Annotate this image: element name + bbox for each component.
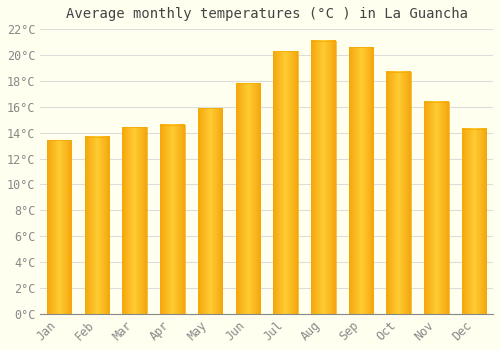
Bar	[84, 136, 109, 314]
Bar	[311, 41, 336, 314]
Title: Average monthly temperatures (°C ) in La Guancha: Average monthly temperatures (°C ) in La…	[66, 7, 468, 21]
Bar	[236, 83, 260, 314]
Bar	[198, 108, 222, 314]
Bar	[47, 140, 72, 314]
Bar	[348, 47, 374, 314]
Bar	[462, 129, 486, 314]
Bar	[424, 102, 448, 314]
Bar	[122, 127, 147, 314]
Bar	[160, 125, 184, 314]
Bar	[386, 72, 411, 314]
Bar	[274, 51, 298, 314]
